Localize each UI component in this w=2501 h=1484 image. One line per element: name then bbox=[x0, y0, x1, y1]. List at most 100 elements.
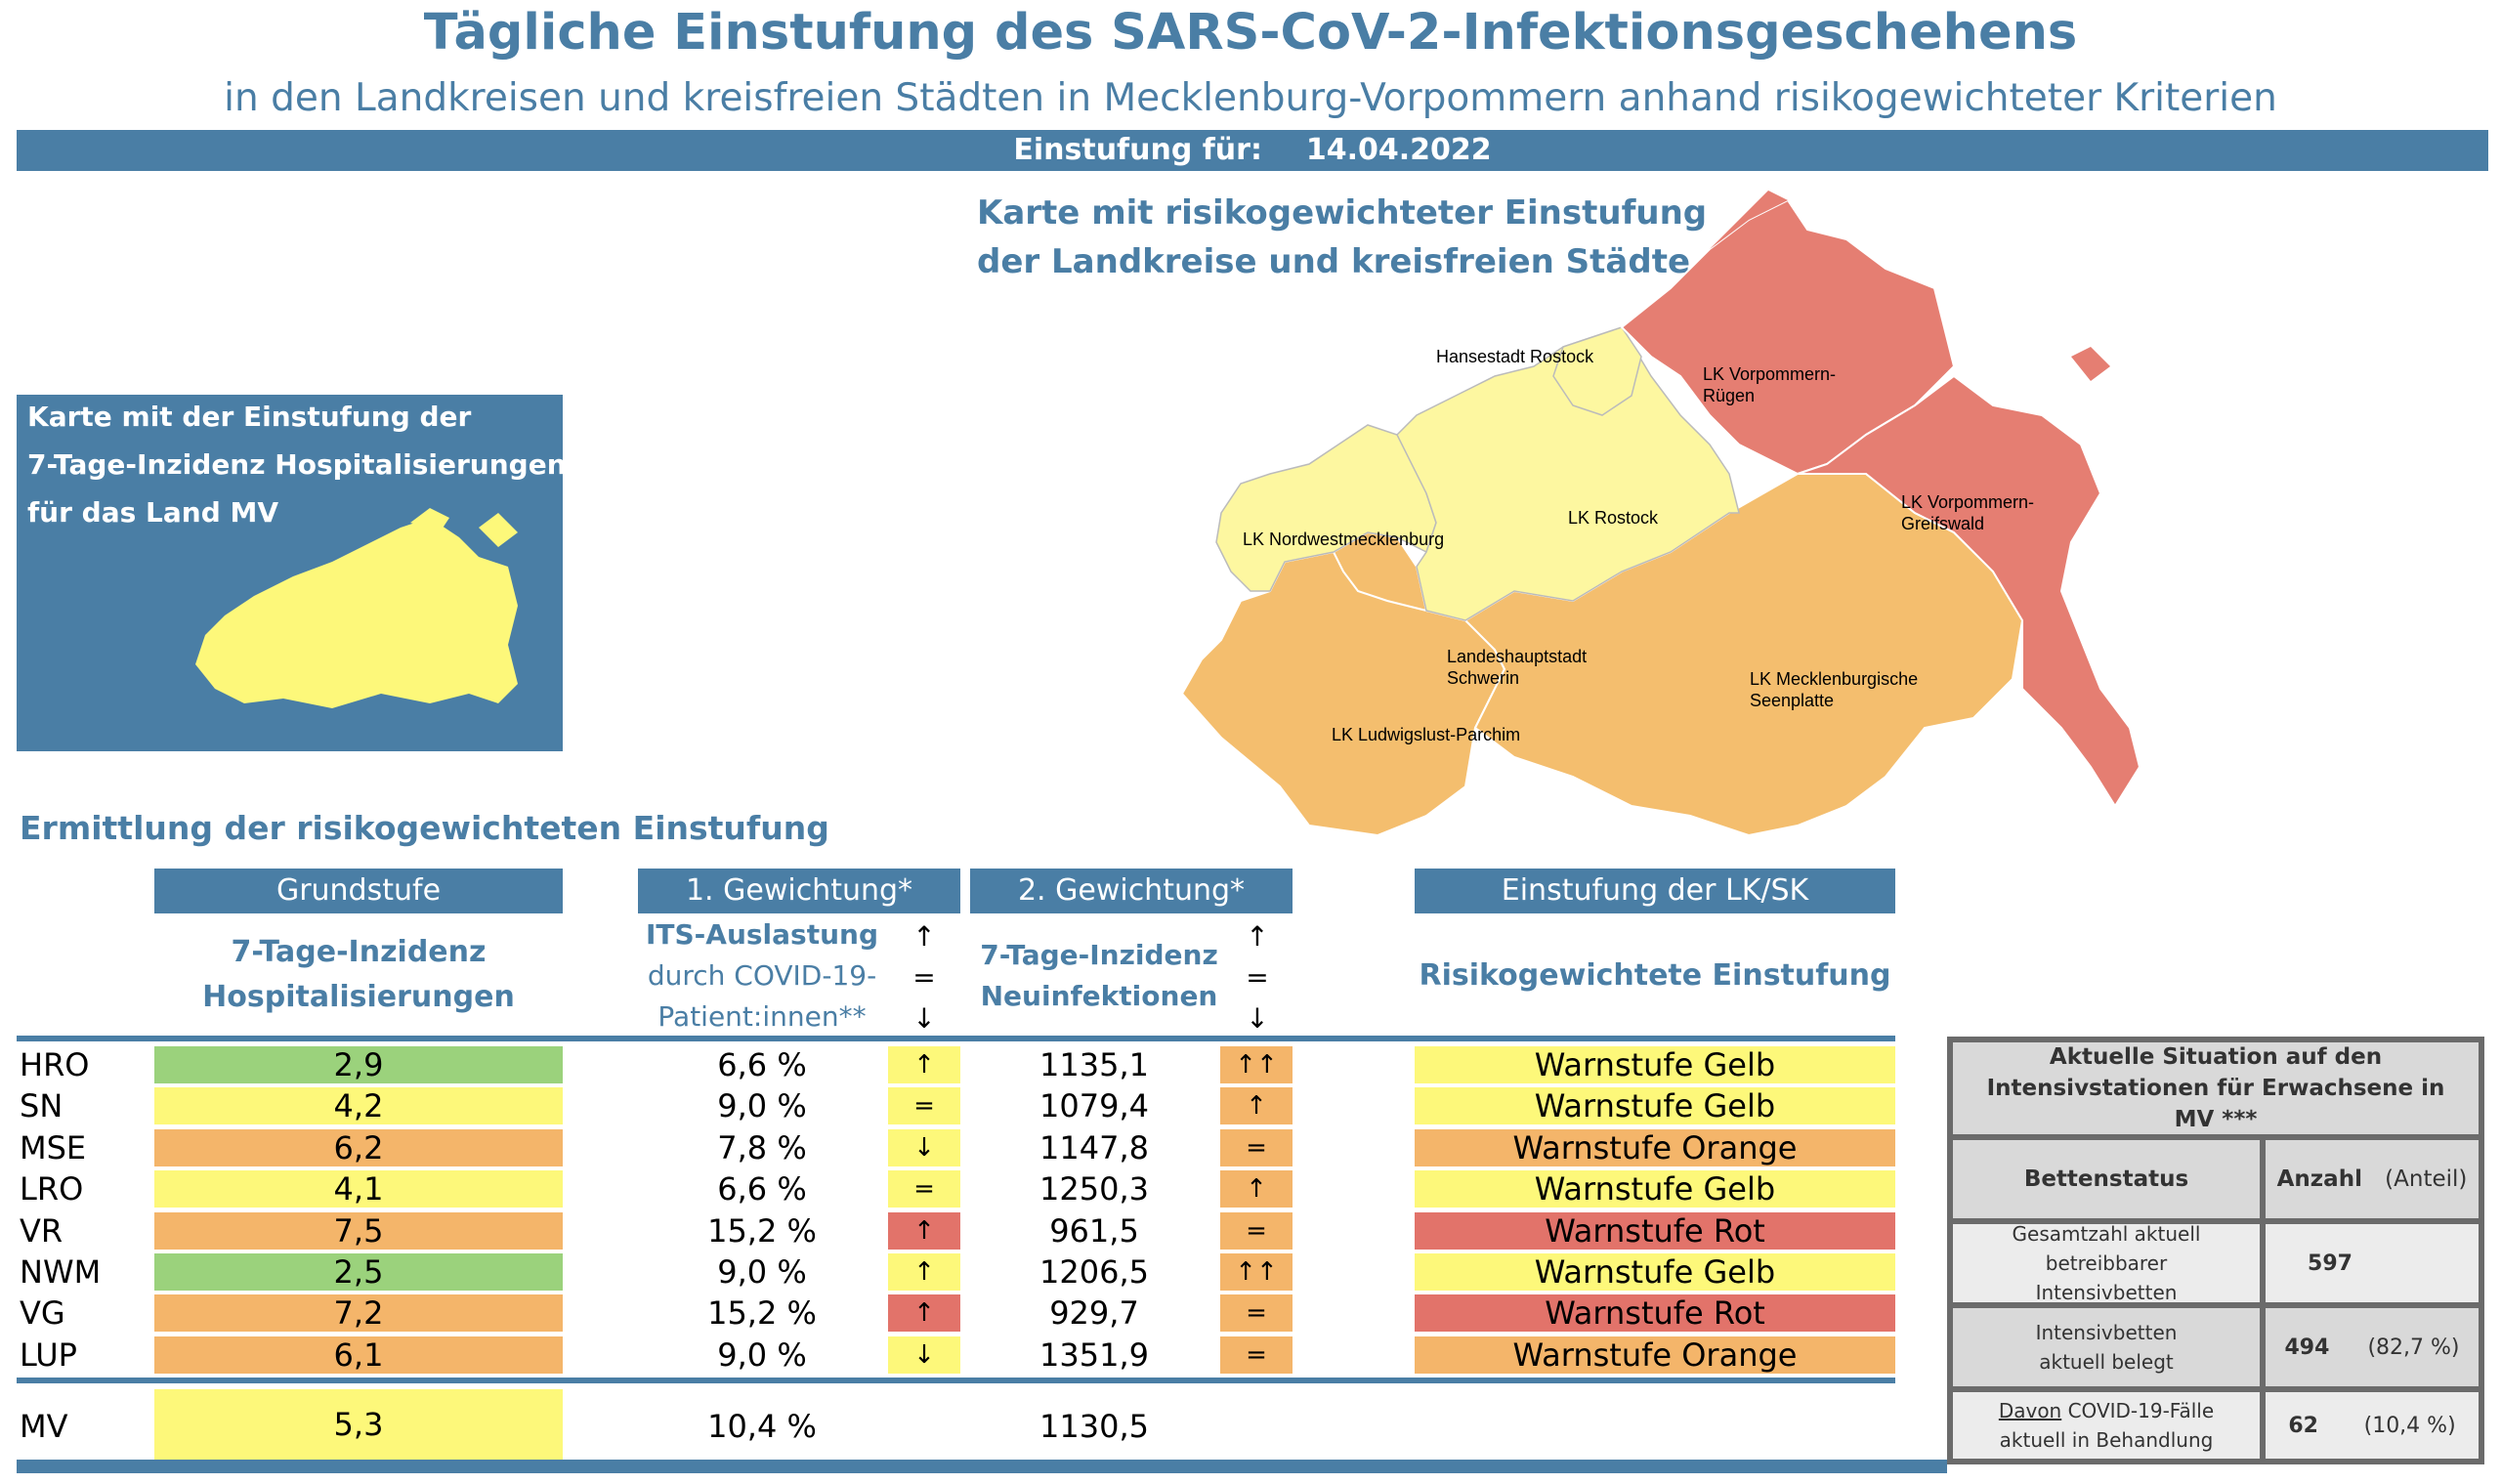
map-label-mse-1: LK Mecklenburgische bbox=[1750, 669, 1918, 689]
legend-down-icon: ↓ bbox=[912, 1002, 936, 1035]
subhead-gew1-line1: ITS-Auslastung bbox=[645, 918, 879, 951]
total-its: 10,4 % bbox=[707, 1408, 817, 1445]
map-label-sn-1: Landeshauptstadt bbox=[1447, 647, 1587, 666]
row-its-value: 9,0 % bbox=[717, 1253, 807, 1291]
row-label: NWM bbox=[20, 1253, 102, 1291]
map-label-vr-2: Rügen bbox=[1703, 386, 1755, 405]
icu-row-covid-label: Davon COVID-19-Fälle aktuell in Behandlu… bbox=[1953, 1392, 2260, 1459]
hosp-map bbox=[195, 508, 518, 708]
row-label: VR bbox=[20, 1211, 64, 1250]
icu-row-covid-label-1: COVID-19-Fälle bbox=[2061, 1399, 2215, 1422]
icu-row-total-label-2: Intensivbetten bbox=[2035, 1281, 2178, 1304]
subhead-grundstufe-line1: 7-Tage-Inzidenz bbox=[231, 935, 487, 969]
page-title: Tägliche Einstufung des SARS-CoV-2-Infek… bbox=[423, 4, 2078, 62]
subhead-gewichtung-2: 7-Tage-Inzidenz Neuinfektionen bbox=[967, 935, 1231, 1017]
icu-row-covid-value: 62 bbox=[2288, 1413, 2318, 1438]
icu-row-occupied-label-1: Intensivbetten bbox=[2035, 1321, 2178, 1344]
row-its-trend: ↑ bbox=[888, 1253, 960, 1291]
table-footer-bar bbox=[17, 1460, 1947, 1473]
row-einstufung: Warnstufe Gelb bbox=[1415, 1253, 1895, 1291]
row-inzidenz-trend: = bbox=[1220, 1294, 1293, 1333]
subhead-gew2-line1: 7-Tage-Inzidenz bbox=[980, 939, 1218, 971]
row-hosp-value: 2,9 bbox=[154, 1046, 563, 1083]
icu-col-anteil: (Anteil) bbox=[2385, 1166, 2468, 1192]
risk-map-title-line2: der Landkreise und kreisfreien Städte bbox=[977, 242, 1691, 281]
map-region-vg bbox=[1797, 374, 2141, 808]
icu-col-anzahl-group: Anzahl (Anteil) bbox=[2266, 1140, 2479, 1218]
date-label: Einstufung für: bbox=[1013, 133, 1262, 167]
total-label: MV bbox=[20, 1408, 68, 1445]
row-hosp-value: 2,5 bbox=[154, 1253, 563, 1291]
row-its-value: 15,2 % bbox=[707, 1211, 817, 1250]
row-its-trend: ↑ bbox=[888, 1211, 960, 1250]
icu-panel: Aktuelle Situation auf den Intensivstati… bbox=[1947, 1037, 2484, 1464]
row-its-value: 6,6 % bbox=[717, 1170, 807, 1208]
row-inzidenz-trend: = bbox=[1220, 1211, 1293, 1250]
row-its-value: 9,0 % bbox=[717, 1336, 807, 1374]
row-inzidenz-trend: ↑ bbox=[1220, 1170, 1293, 1208]
hosp-map-title-line1: Karte mit der Einstufung der bbox=[27, 401, 472, 433]
row-label: LUP bbox=[20, 1336, 77, 1374]
row-einstufung: Warnstufe Rot bbox=[1415, 1211, 1895, 1250]
row-inzidenz-value: 1135,1 bbox=[1039, 1046, 1149, 1083]
row-inzidenz-value: 961,5 bbox=[1049, 1211, 1139, 1250]
map-label-nwm: LK Nordwestmecklenburg bbox=[1243, 530, 1444, 549]
row-inzidenz-value: 929,7 bbox=[1049, 1294, 1139, 1333]
row-inzidenz-trend: = bbox=[1220, 1336, 1293, 1374]
row-inzidenz-value: 1079,4 bbox=[1039, 1087, 1149, 1125]
page-subtitle: in den Landkreisen und kreisfreien Städt… bbox=[224, 76, 2277, 120]
map-label-mse-2: Seenplatte bbox=[1750, 691, 1834, 710]
row-its-trend: = bbox=[888, 1087, 960, 1125]
map-label-vg-2: Greifswald bbox=[1901, 514, 1984, 533]
row-its-trend: ↓ bbox=[888, 1128, 960, 1166]
map-label-sn-2: Schwerin bbox=[1447, 668, 1519, 688]
row-inzidenz-trend: ↑ bbox=[1220, 1087, 1293, 1125]
icu-row-covid-label-2: aktuell in Behandlung bbox=[1999, 1428, 2214, 1452]
row-inzidenz-value: 1250,3 bbox=[1039, 1170, 1149, 1208]
row-label: SN bbox=[20, 1087, 64, 1125]
row-hosp-value: 4,1 bbox=[154, 1170, 563, 1208]
icu-row-occupied-share: (82,7 %) bbox=[2367, 1335, 2460, 1360]
map-label-hro: Hansestadt Rostock bbox=[1436, 347, 1594, 366]
row-inzidenz-trend: ↑↑ bbox=[1220, 1046, 1293, 1083]
col-header-gewichtung-2: 2. Gewichtung* bbox=[970, 869, 1293, 913]
legend-equal-icon: = bbox=[912, 961, 936, 994]
icu-row-total-value: 597 bbox=[2308, 1251, 2353, 1276]
row-hosp-value: 4,2 bbox=[154, 1087, 563, 1125]
icu-row-covid-share: (10,4 %) bbox=[2363, 1413, 2456, 1438]
map-label-lro: LK Rostock bbox=[1568, 508, 1659, 528]
map-label-vg-1: LK Vorpommern- bbox=[1901, 492, 2034, 512]
map-label-vr-1: LK Vorpommern- bbox=[1703, 364, 1836, 384]
map-region-hro bbox=[1552, 326, 1642, 416]
table-divider-top bbox=[17, 1036, 1895, 1041]
total-inzidenz: 1130,5 bbox=[1039, 1408, 1149, 1445]
row-hosp-value: 6,1 bbox=[154, 1336, 563, 1374]
icu-col-anzahl: Anzahl bbox=[2276, 1166, 2362, 1192]
icu-title: Aktuelle Situation auf den Intensivstati… bbox=[1953, 1042, 2479, 1134]
total-hosp: 5,3 bbox=[154, 1389, 563, 1460]
row-label: HRO bbox=[20, 1046, 90, 1083]
subhead-gew1-line3: Patient:innen** bbox=[657, 1000, 867, 1033]
subhead-einstufung: Risikogewichtete Einstufung bbox=[1419, 958, 1891, 993]
icu-row-covid-values: 62 (10,4 %) bbox=[2266, 1392, 2479, 1459]
legend-up-icon: ↑ bbox=[1246, 920, 1269, 953]
map-region-lro bbox=[1396, 326, 1740, 621]
row-inzidenz-value: 1206,5 bbox=[1039, 1253, 1149, 1291]
map-label-lup: LK Ludwigslust-Parchim bbox=[1332, 725, 1520, 744]
icu-row-occupied-label: Intensivbetten aktuell belegt bbox=[1953, 1308, 2260, 1386]
section-title: Ermittlung der risikogewichteten Einstuf… bbox=[20, 809, 829, 847]
icu-row-occupied-value: 494 bbox=[2284, 1335, 2330, 1360]
legend-equal-icon: = bbox=[1246, 961, 1269, 994]
row-einstufung: Warnstufe Gelb bbox=[1415, 1170, 1895, 1208]
icu-col-status: Bettenstatus bbox=[1953, 1140, 2260, 1218]
subhead-gew2-line2: Neuinfektionen bbox=[980, 980, 1218, 1012]
row-its-value: 7,8 % bbox=[717, 1128, 807, 1166]
legend-gew1: ↑ = ↓ bbox=[905, 916, 944, 1039]
row-inzidenz-value: 1147,8 bbox=[1039, 1128, 1149, 1166]
risk-map-title-line1: Karte mit risikogewichteter Einstufung bbox=[977, 193, 1708, 233]
col-header-einstufung: Einstufung der LK/SK bbox=[1415, 869, 1895, 913]
row-inzidenz-trend: = bbox=[1220, 1128, 1293, 1166]
row-its-trend: ↑ bbox=[888, 1046, 960, 1083]
legend-down-icon: ↓ bbox=[1246, 1002, 1269, 1035]
col-header-gewichtung-1: 1. Gewichtung* bbox=[638, 869, 960, 913]
